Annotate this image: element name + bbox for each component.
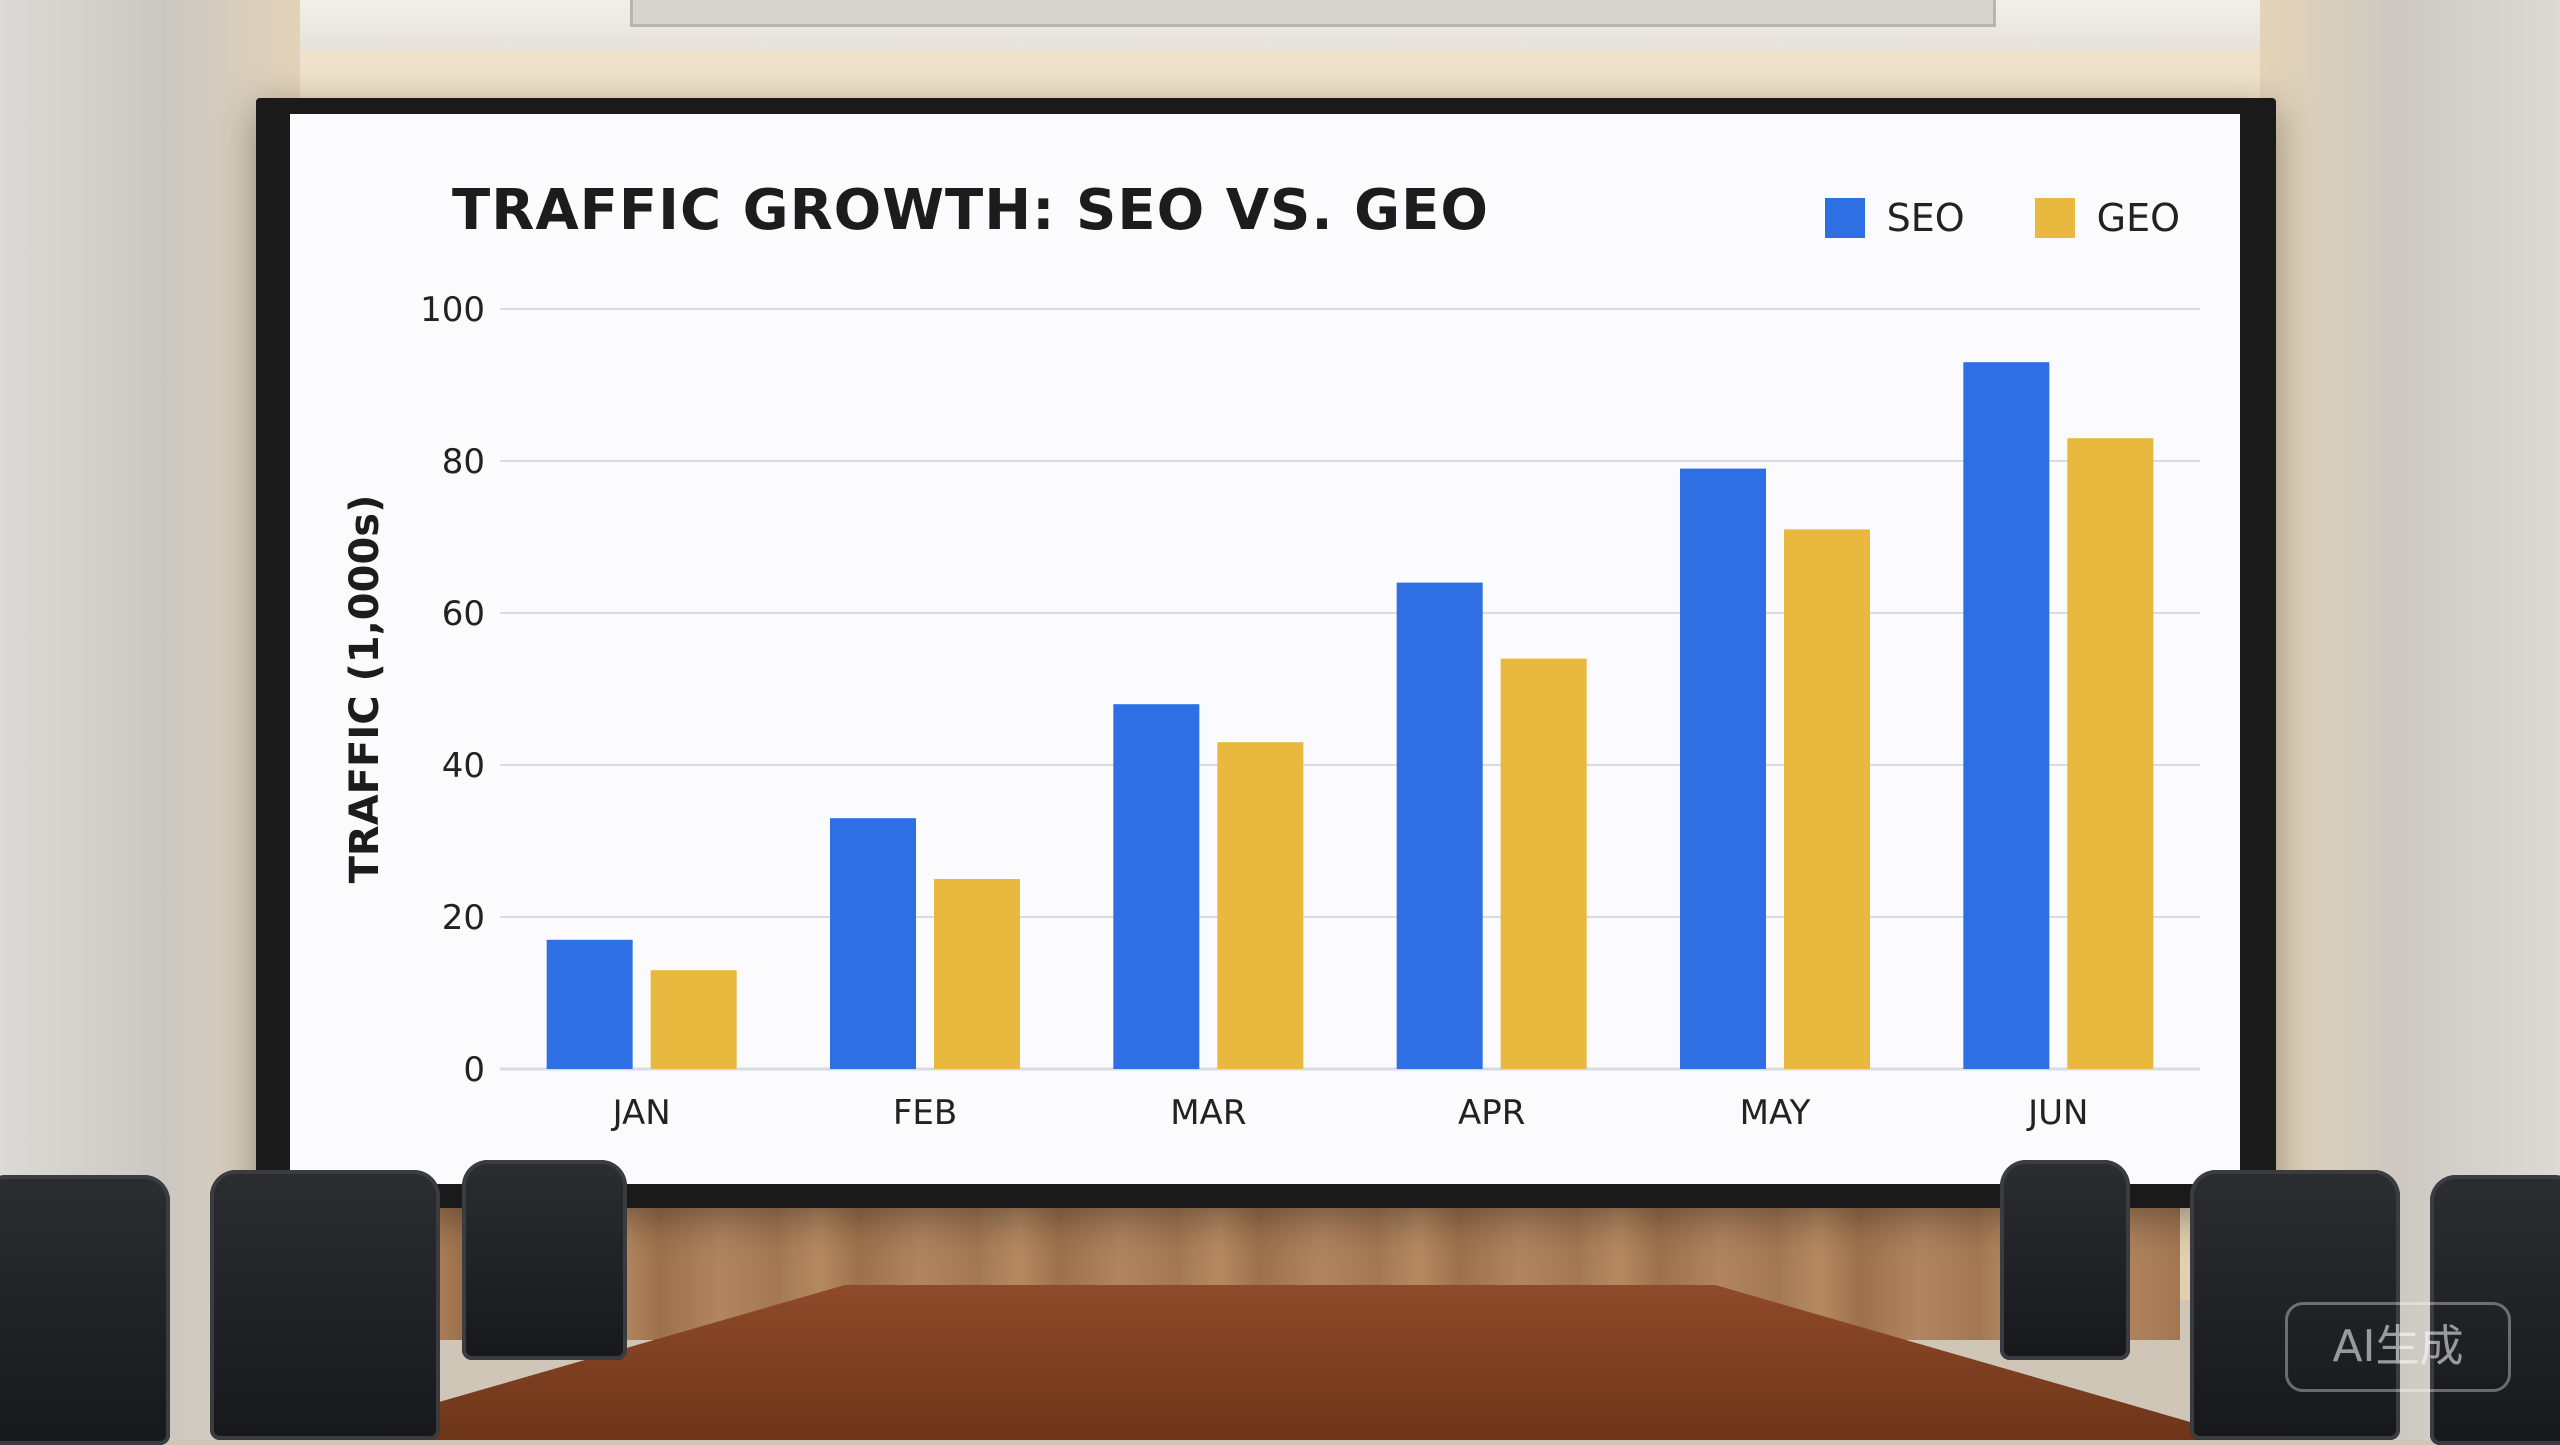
x-tick-label: JUN: [2026, 1093, 2088, 1133]
legend-item-geo: GEO: [2034, 196, 2180, 240]
y-tick-label: 20: [442, 898, 485, 938]
bar-seo-feb: [830, 818, 916, 1069]
bar-geo-jan: [650, 970, 737, 1069]
ceiling-vent: [630, 0, 1996, 27]
bar-seo-may: [1680, 468, 1766, 1070]
x-tick-label: JAN: [611, 1093, 671, 1133]
legend-swatch-seo: [1824, 198, 1865, 238]
projection-screen: TRAFFIC GROWTH: SEO VS. GEO SEO GEO 0 20 4…: [290, 114, 2240, 1184]
bar-geo-may: [1784, 529, 1870, 1069]
watermark: AI生成: [2285, 1302, 2511, 1392]
legend-label-geo: GEO: [2096, 196, 2180, 240]
bar-geo-mar: [1217, 742, 1304, 1069]
bar-geo-apr: [1500, 658, 1587, 1069]
y-tick-label: 100: [420, 290, 485, 330]
bar-chart: 0 20 40 60 80 100 JAN FEB MAR APR MAY JUN TRAFFIC (…: [342, 290, 2200, 1133]
legend-label-seo: SEO: [1886, 196, 1965, 240]
bar-seo-mar: [1113, 704, 1200, 1069]
chart-title: TRAFFIC GROWTH: SEO VS. GEO: [452, 178, 1489, 243]
chair: [0, 1175, 170, 1445]
bar-seo-jun: [1963, 362, 2050, 1069]
y-tick-label: 0: [463, 1050, 485, 1090]
y-axis-label: TRAFFIC (1,000s): [342, 495, 388, 884]
gridlines: [500, 308, 2200, 1071]
x-tick-label: MAY: [1740, 1093, 1811, 1133]
bar-seo-jan: [546, 939, 633, 1069]
bar-geo-jun: [2067, 438, 2154, 1069]
axis-labels: 0 20 40 60 80 100 JAN FEB MAR APR MAY JUN: [420, 290, 2088, 1133]
chair: [2000, 1160, 2130, 1360]
y-tick-label: 40: [442, 746, 485, 786]
bar-seo-apr: [1396, 582, 1483, 1069]
x-tick-label: MAR: [1170, 1093, 1246, 1133]
bar-geo-feb: [934, 879, 1020, 1069]
legend-item-seo: SEO: [1824, 196, 1965, 240]
y-tick-label: 60: [442, 594, 485, 634]
chair: [210, 1170, 440, 1440]
legend-swatch-geo: [2034, 198, 2075, 238]
chart-legend: SEO GEO: [1824, 196, 2180, 240]
chair: [462, 1160, 627, 1360]
bars: [546, 362, 2154, 1070]
y-tick-label: 80: [442, 442, 485, 482]
x-tick-label: APR: [1458, 1093, 1525, 1133]
x-tick-label: FEB: [893, 1093, 957, 1133]
